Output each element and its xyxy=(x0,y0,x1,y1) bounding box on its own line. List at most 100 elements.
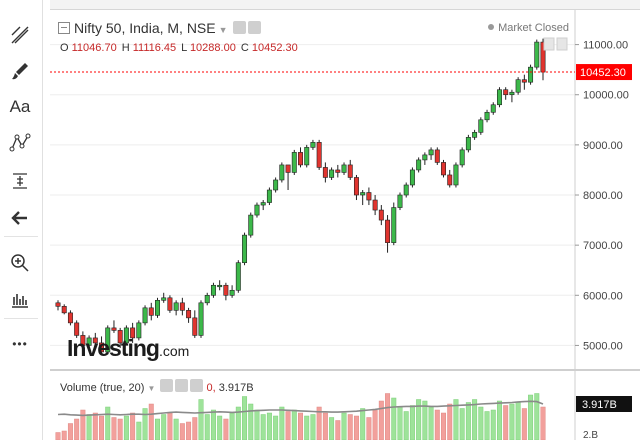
candle-body xyxy=(260,202,266,206)
candle-body xyxy=(173,302,179,311)
volume-bar xyxy=(316,406,322,440)
volume-bar xyxy=(422,400,428,440)
last-price-badge xyxy=(576,64,632,81)
y-tick-label: 6000.00 xyxy=(583,290,623,302)
candle-body xyxy=(161,297,167,301)
candle-body xyxy=(235,262,241,291)
settings-icon[interactable] xyxy=(160,379,174,392)
volume-bar xyxy=(434,409,440,440)
volume-bar xyxy=(192,417,198,440)
candle-body xyxy=(285,164,291,173)
volume-tick-label: 2.B xyxy=(583,430,598,440)
volume-bar xyxy=(459,408,465,440)
candle-body xyxy=(266,189,272,203)
volume-bar xyxy=(148,403,154,440)
candle-body xyxy=(465,137,471,151)
candle-body xyxy=(204,294,210,304)
volume-bar xyxy=(521,408,527,440)
candle-body xyxy=(254,204,260,216)
candle-body xyxy=(329,169,335,178)
drawing-toolbar: Aa ••• xyxy=(0,0,43,440)
close-label: C xyxy=(240,42,249,54)
volume-bar xyxy=(428,406,434,440)
candle-body xyxy=(86,337,92,346)
candle-body xyxy=(210,284,216,296)
candle-body xyxy=(316,142,322,168)
volume-bar xyxy=(472,399,478,440)
event-marker-icon xyxy=(543,37,555,51)
zoom-icon[interactable] xyxy=(6,250,34,276)
volume-bar xyxy=(217,415,223,440)
more-icon[interactable]: ••• xyxy=(12,337,28,351)
volume-bar xyxy=(61,430,67,440)
candle-body xyxy=(478,119,484,133)
last-price-label: 10452.30 xyxy=(580,67,626,79)
volume-bar xyxy=(509,403,515,440)
volume-bar xyxy=(254,409,260,440)
toolbar-divider xyxy=(4,236,38,237)
volume-bar xyxy=(441,412,447,440)
candle-body xyxy=(229,289,235,296)
candle-body xyxy=(528,66,534,83)
back-arrow-icon[interactable] xyxy=(6,205,34,231)
candle-body xyxy=(428,149,434,156)
volume-bar xyxy=(447,403,453,440)
volume-bar xyxy=(484,411,490,440)
candle-body xyxy=(515,79,521,93)
volume-bar xyxy=(341,412,347,440)
open-label: O xyxy=(60,42,69,54)
volume-ma-line xyxy=(57,400,544,417)
volume-bar xyxy=(503,405,509,440)
low-label: L xyxy=(181,42,187,54)
candle-body xyxy=(217,284,223,288)
volume-bar xyxy=(515,402,521,440)
volume-bar xyxy=(347,414,353,440)
candle-body xyxy=(167,297,173,311)
candle-body xyxy=(385,219,391,243)
volume-bar xyxy=(391,397,397,440)
collapse-legend-icon[interactable] xyxy=(58,22,70,34)
candle-body xyxy=(248,214,254,236)
chevron-down-icon[interactable]: ▼ xyxy=(147,384,156,393)
chevron-down-icon[interactable]: ▼ xyxy=(218,25,228,35)
volume-bar xyxy=(291,409,297,440)
volume-bar xyxy=(204,414,210,440)
volume-bar xyxy=(335,420,341,440)
crosshair-lines-icon[interactable] xyxy=(6,22,34,48)
y-tick-label: 8000.00 xyxy=(583,190,623,202)
candle-body xyxy=(416,159,422,171)
volume-bar xyxy=(304,415,310,440)
candle-body xyxy=(360,192,366,196)
volume-bar xyxy=(92,412,98,440)
hide-icon[interactable] xyxy=(175,379,189,392)
candle-body xyxy=(341,164,347,173)
open-value: 11046.70 xyxy=(71,42,117,54)
measure-icon[interactable] xyxy=(6,168,34,194)
volume-bar xyxy=(186,421,192,440)
close-icon[interactable] xyxy=(190,379,204,392)
candle-body xyxy=(74,322,80,336)
volume-bar xyxy=(465,402,471,440)
market-status: Market Closed xyxy=(488,22,569,34)
candle-body xyxy=(80,335,86,346)
hide-icon[interactable] xyxy=(248,21,262,34)
brush-icon[interactable] xyxy=(6,58,34,84)
volume-bar xyxy=(86,414,92,440)
candle-body xyxy=(192,317,198,336)
volume-bar xyxy=(229,412,235,440)
candle-body xyxy=(453,164,459,186)
candle-body xyxy=(130,327,136,339)
candle-body xyxy=(496,89,502,106)
toolbar-divider xyxy=(4,318,38,319)
candle-body xyxy=(335,169,341,173)
candle-body xyxy=(155,300,160,316)
candle-body xyxy=(142,307,148,324)
candle-body xyxy=(198,302,204,336)
volume-bar xyxy=(279,406,285,440)
indicators-icon[interactable] xyxy=(6,287,34,313)
text-tool-icon[interactable]: Aa xyxy=(9,97,31,116)
volume-bar xyxy=(397,406,403,440)
settings-icon[interactable] xyxy=(233,21,247,34)
pattern-icon[interactable] xyxy=(6,130,34,156)
